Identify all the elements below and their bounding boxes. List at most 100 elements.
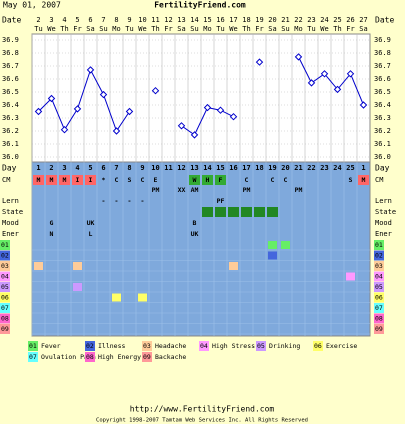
x-tick-label: 17 xyxy=(229,16,237,24)
symptom-cell xyxy=(73,262,82,270)
symptom-code: 09 xyxy=(1,325,9,333)
y-tick-label: 36.3 xyxy=(374,114,391,122)
symptom-cell xyxy=(281,241,290,249)
row-value: M xyxy=(37,176,41,184)
row-cell xyxy=(202,175,213,185)
row-label: Lern xyxy=(375,197,392,205)
row-value: W xyxy=(193,176,197,184)
row-value: PM xyxy=(152,186,160,194)
symptom-cell xyxy=(268,251,277,260)
weekday-label: Tu xyxy=(34,25,42,33)
symptom-cell xyxy=(346,272,355,281)
temperature-point xyxy=(112,127,121,135)
row-value: - xyxy=(128,197,132,205)
x-tick-label: 20 xyxy=(268,16,276,24)
legend-code: 09 xyxy=(143,353,151,361)
row-label: Ener xyxy=(375,230,392,238)
y-tick-label: 36.3 xyxy=(2,114,19,122)
temperature-point xyxy=(86,66,95,74)
symptom-code-bg xyxy=(0,271,10,282)
symptom-code-bg xyxy=(374,303,384,313)
row-value: C xyxy=(245,176,249,184)
legend-label: Backache xyxy=(155,353,186,361)
x-tick-label: 18 xyxy=(242,16,250,24)
y-tick-label: 36.5 xyxy=(2,88,19,96)
row-value: C xyxy=(271,176,275,184)
symptom-code-bg xyxy=(0,261,10,271)
symptom-cell xyxy=(138,293,147,302)
temperature-point xyxy=(125,107,134,116)
row-value: G xyxy=(50,219,54,227)
temperature-point xyxy=(99,90,108,99)
x-tick-label: 6 xyxy=(88,16,92,24)
temperature-point xyxy=(294,53,303,61)
y-tick-label: 36.7 xyxy=(2,62,19,70)
row-value: - xyxy=(115,197,119,205)
weekday-label: Sa xyxy=(86,25,94,33)
symptom-cell xyxy=(112,293,121,302)
copyright: Copyright 1998-2007 Tamtam Web Services … xyxy=(96,418,308,424)
temperature-line xyxy=(38,68,130,133)
legend-code: 02 xyxy=(86,342,94,350)
legend-swatch xyxy=(28,341,38,351)
day-number: 8 xyxy=(127,164,131,172)
symptom-code-bg xyxy=(374,250,384,261)
weekday-label: Su xyxy=(190,25,198,33)
temperature-point xyxy=(73,105,82,113)
row-value: UK xyxy=(191,230,199,238)
legend-label: Ovulation Pain xyxy=(41,353,96,361)
legend-swatch xyxy=(142,352,152,362)
weekday-label: Tu xyxy=(125,25,133,33)
row-value: * xyxy=(102,176,106,184)
row-value: C xyxy=(284,176,288,184)
legend-code: 05 xyxy=(257,342,265,350)
temperature-point xyxy=(255,58,264,66)
row-label: State xyxy=(2,208,23,216)
row-value: M xyxy=(63,176,67,184)
day-number: 4 xyxy=(75,164,79,172)
symptom-code: 08 xyxy=(375,315,383,323)
date-label: Date xyxy=(2,16,21,25)
symptom-code: 01 xyxy=(1,241,9,249)
y-tick-label: 36.4 xyxy=(2,101,19,109)
legend-swatch xyxy=(256,341,266,351)
temperature-point xyxy=(216,106,225,114)
symptom-code-bg xyxy=(0,240,10,250)
footer-url: http://www.FertilityFriend.com xyxy=(130,405,275,414)
day-number: 20 xyxy=(281,164,289,172)
row-value: C xyxy=(141,176,145,184)
x-tick-label: 16 xyxy=(216,16,224,24)
day-number: 22 xyxy=(307,164,315,172)
day-number: 1 xyxy=(361,164,365,172)
temperature-point xyxy=(47,94,56,103)
temperature-point xyxy=(307,79,316,87)
legend-label: High Energy xyxy=(98,353,141,361)
x-tick-label: 21 xyxy=(281,16,289,24)
x-tick-label: 10 xyxy=(138,16,146,24)
symptom-code-bg xyxy=(374,313,384,324)
row-cell xyxy=(215,175,226,185)
row-value: N xyxy=(50,230,54,238)
day-number: 2 xyxy=(49,164,53,172)
row-label: Ener xyxy=(2,230,19,238)
row-value: PF xyxy=(217,197,225,205)
weekday-label: Su xyxy=(281,25,289,33)
y-tick-label: 36.5 xyxy=(374,88,391,96)
symptom-code-bg xyxy=(374,292,384,303)
day-number: 25 xyxy=(346,164,354,172)
symptom-code: 01 xyxy=(375,241,383,249)
row-cell xyxy=(72,175,83,185)
x-tick-label: 8 xyxy=(114,16,118,24)
day-number: 7 xyxy=(114,164,118,172)
y-tick-label: 36.0 xyxy=(374,153,391,161)
row-cell xyxy=(59,175,70,185)
symptom-code-bg xyxy=(0,292,10,303)
temperature-point xyxy=(177,122,186,130)
y-tick-label: 36.4 xyxy=(374,101,391,109)
legend-code: 01 xyxy=(29,342,37,350)
row-cell xyxy=(189,175,200,185)
day-number: 17 xyxy=(242,164,250,172)
weekday-label: Mo xyxy=(112,25,120,33)
day-number: 24 xyxy=(333,164,341,172)
